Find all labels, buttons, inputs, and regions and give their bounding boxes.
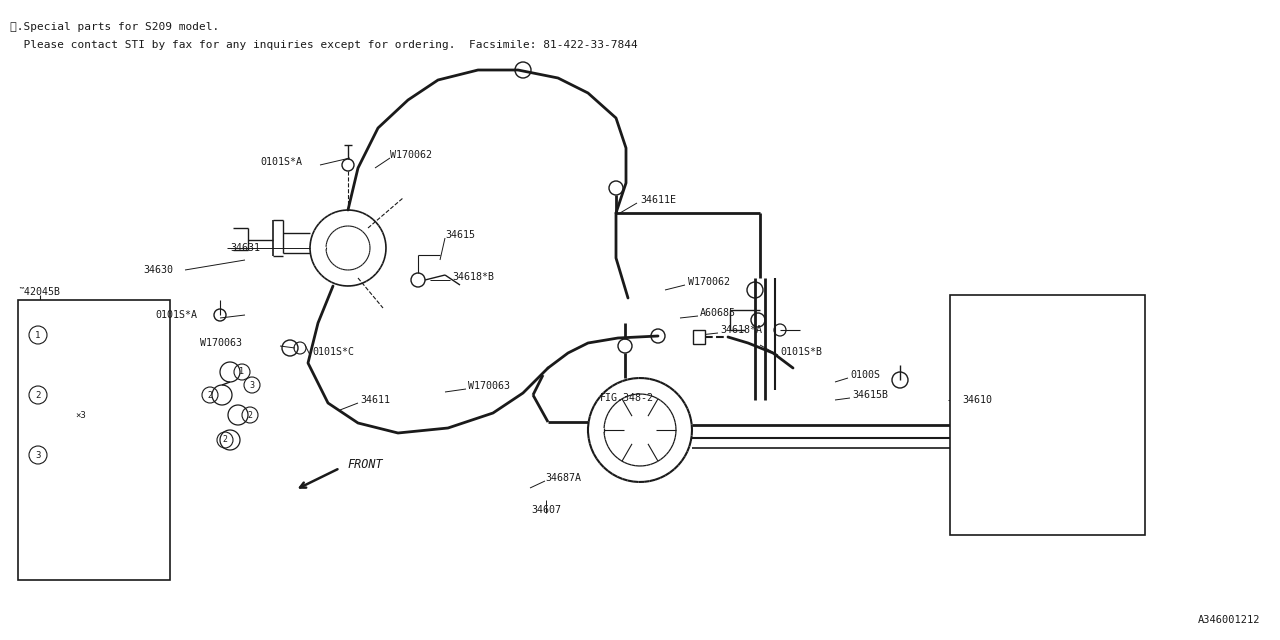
Text: 2: 2 <box>36 390 41 399</box>
Text: 0101S*A: 0101S*A <box>155 310 197 320</box>
Text: W170063: W170063 <box>200 338 242 348</box>
Text: 34610: 34610 <box>963 395 992 405</box>
Text: 0101S*C: 0101S*C <box>312 347 355 357</box>
Text: 34607: 34607 <box>531 505 561 515</box>
Text: 2: 2 <box>207 390 212 399</box>
Text: Please contact STI by fax for any inquiries except for ordering.  Facsimile: 81-: Please contact STI by fax for any inquir… <box>10 40 637 50</box>
Text: 34615B: 34615B <box>852 390 888 400</box>
Text: 34687A: 34687A <box>545 473 581 483</box>
Text: FIG.348-2: FIG.348-2 <box>600 393 654 403</box>
Text: ‷42045B: ‷42045B <box>18 287 60 297</box>
Text: FRONT: FRONT <box>347 458 383 472</box>
Text: 2: 2 <box>223 435 228 445</box>
Text: 3: 3 <box>250 381 255 390</box>
Text: 34611E: 34611E <box>640 195 676 205</box>
Text: W170062: W170062 <box>689 277 730 287</box>
Text: W170062: W170062 <box>390 150 433 160</box>
Text: 1: 1 <box>239 367 244 376</box>
Text: 2: 2 <box>247 410 252 419</box>
Bar <box>18 300 170 580</box>
Text: ×3: ×3 <box>76 410 86 419</box>
Text: W170063: W170063 <box>468 381 509 391</box>
Bar <box>692 330 705 344</box>
Text: 3: 3 <box>36 451 41 460</box>
Text: 34618*A: 34618*A <box>719 325 762 335</box>
Text: 0101S*A: 0101S*A <box>260 157 302 167</box>
Text: 0101S*B: 0101S*B <box>780 347 822 357</box>
Text: 34611: 34611 <box>360 395 390 405</box>
Text: ※.Special parts for S209 model.: ※.Special parts for S209 model. <box>10 22 219 32</box>
Text: 34618*B: 34618*B <box>452 272 494 282</box>
Text: 34630: 34630 <box>143 265 173 275</box>
Text: 1: 1 <box>36 330 41 339</box>
Text: 34631: 34631 <box>230 243 260 253</box>
Text: 0100S: 0100S <box>850 370 881 380</box>
Bar <box>950 295 1146 535</box>
Text: 34615: 34615 <box>445 230 475 240</box>
Text: A346001212: A346001212 <box>1198 615 1260 625</box>
Text: A60685: A60685 <box>700 308 736 318</box>
